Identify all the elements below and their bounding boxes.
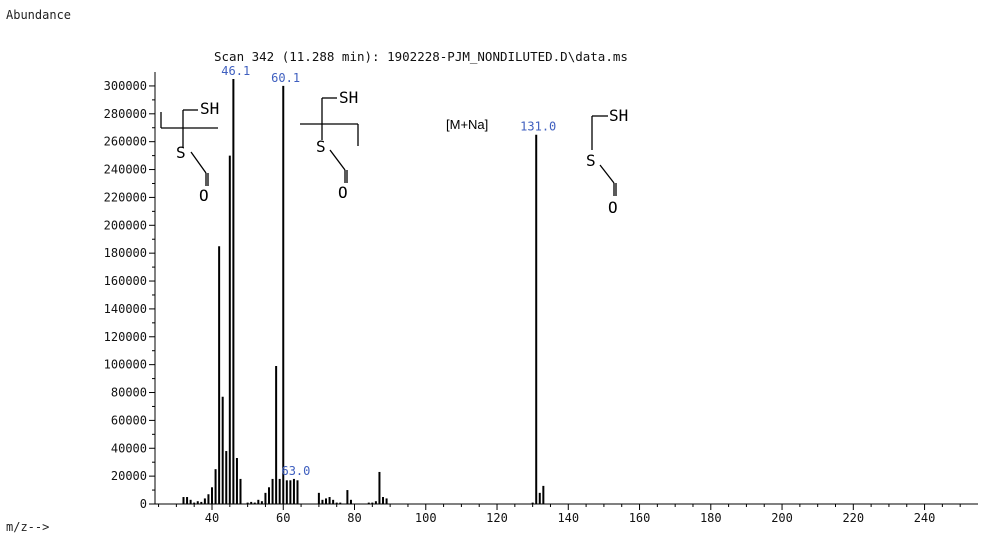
atom-s: S bbox=[176, 143, 186, 162]
x-tick-label: 220 bbox=[842, 511, 864, 525]
axes: 0 20000 40000 60000 80000 100000 120000 140000 1… bbox=[104, 72, 978, 525]
y-tick-label: 80000 bbox=[111, 386, 147, 400]
spectrum-bars bbox=[182, 78, 545, 504]
x-tick-label: 180 bbox=[700, 511, 722, 525]
x-tick-label: 240 bbox=[914, 511, 936, 525]
x-tick-label: 80 bbox=[347, 511, 361, 525]
atom-o: O bbox=[199, 186, 209, 205]
y-tick-label: 300000 bbox=[104, 79, 147, 93]
x-tick-label: 60 bbox=[276, 511, 290, 525]
y-tick-label: 20000 bbox=[111, 469, 147, 483]
x-tick-label: 100 bbox=[415, 511, 437, 525]
structure-parent bbox=[591, 115, 617, 196]
x-axis-label: m/z--> bbox=[6, 520, 50, 534]
atom-sh: SH bbox=[609, 106, 628, 125]
peak-label: 63.0 bbox=[281, 464, 310, 478]
chart-title: Scan 342 (11.288 min): 1902228-PJM_NONDI… bbox=[214, 49, 628, 64]
y-tick-label: 100000 bbox=[104, 358, 147, 372]
structure-fragment-46 bbox=[160, 109, 218, 186]
y-axis-label: Abundance bbox=[6, 8, 72, 22]
y-tick-label: 60000 bbox=[111, 413, 147, 427]
peak-label: 60.1 bbox=[271, 71, 300, 85]
adduct-label: [M+Na] bbox=[446, 117, 489, 132]
y-tick-label: 0 bbox=[140, 497, 147, 511]
peak-labels: 46.1 60.1 131.0 63.0 bbox=[221, 64, 556, 478]
atom-o: O bbox=[338, 183, 348, 202]
y-tick-label: 180000 bbox=[104, 246, 147, 260]
atom-sh: SH bbox=[200, 99, 219, 118]
atom-s: S bbox=[316, 137, 326, 156]
y-tick-label: 160000 bbox=[104, 274, 147, 288]
x-tick-label: 160 bbox=[629, 511, 651, 525]
atom-o: O bbox=[608, 198, 618, 217]
x-tick-label: 140 bbox=[557, 511, 579, 525]
y-tick-label: 40000 bbox=[111, 441, 147, 455]
atom-s: S bbox=[586, 151, 596, 170]
atom-sh: SH bbox=[339, 88, 358, 107]
y-tick-label: 140000 bbox=[104, 302, 147, 316]
structure-fragment-60 bbox=[300, 97, 359, 183]
y-tick-label: 200000 bbox=[104, 218, 147, 232]
y-tick-label: 280000 bbox=[104, 107, 147, 121]
peak-label: 131.0 bbox=[520, 120, 556, 134]
x-tick-label: 200 bbox=[771, 511, 793, 525]
x-tick-label: 40 bbox=[205, 511, 219, 525]
y-tick-label: 260000 bbox=[104, 135, 147, 149]
y-tick-label: 220000 bbox=[104, 190, 147, 204]
y-tick-label: 120000 bbox=[104, 330, 147, 344]
x-tick-label: 120 bbox=[486, 511, 508, 525]
peak-label: 46.1 bbox=[221, 64, 250, 78]
y-tick-label: 240000 bbox=[104, 163, 147, 177]
